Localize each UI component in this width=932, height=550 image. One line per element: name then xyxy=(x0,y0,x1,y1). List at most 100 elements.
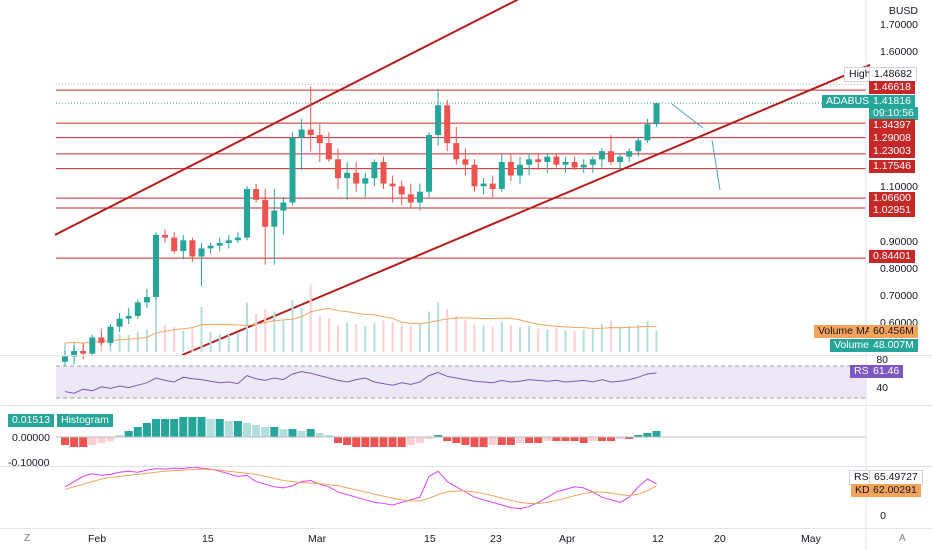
rsi-value: 61.46 xyxy=(869,365,904,378)
candle-body xyxy=(353,172,360,184)
macd-hist-bar xyxy=(142,423,151,437)
candle-body xyxy=(635,140,642,152)
volume-bar xyxy=(218,334,221,352)
volume-bar xyxy=(655,330,658,352)
volume-bar xyxy=(246,302,248,352)
candle-body xyxy=(280,202,287,211)
x-tick-15-mar: 15 xyxy=(424,533,436,545)
candle-body xyxy=(198,248,205,257)
macd-hist-bar xyxy=(343,437,352,445)
pane-divider-rsi[interactable] xyxy=(0,355,932,356)
candle-body xyxy=(389,183,396,187)
candle-body xyxy=(134,302,141,316)
kd-axis-0: 0 xyxy=(880,510,886,522)
x-tick-may: May xyxy=(801,533,821,545)
price-axis-0800: 0.80000 xyxy=(880,263,918,275)
candle-body xyxy=(617,156,624,162)
candle-body xyxy=(480,183,487,187)
volume-bar xyxy=(173,327,176,352)
volume-bar xyxy=(191,328,194,352)
candle-body xyxy=(598,151,605,160)
level-tag-8: 0.84401 xyxy=(869,250,915,263)
auto-scale-icon[interactable]: A xyxy=(899,533,906,544)
candle-body xyxy=(498,162,505,189)
macd-hist-bar xyxy=(70,437,79,447)
macd-hist-bar xyxy=(224,421,233,437)
macd-hist-bar xyxy=(179,417,188,437)
macd-hist-bar xyxy=(88,437,97,445)
volume-bar xyxy=(582,329,585,352)
volume-bar xyxy=(437,302,440,352)
macd-hist-bar xyxy=(133,427,142,437)
macd-hist-bar xyxy=(607,437,615,441)
high-label: High xyxy=(844,67,876,82)
candle-body xyxy=(207,245,214,249)
last-price-tag: 1.41816 xyxy=(869,95,915,108)
candle-body xyxy=(644,124,651,141)
candle-body xyxy=(435,105,442,135)
volume-bar xyxy=(309,284,312,352)
kd-rsi-value: 65.49727 xyxy=(869,470,923,485)
macd-hist-bar xyxy=(124,431,133,437)
candle-body xyxy=(507,162,514,176)
symbol-tag: ADABUSD xyxy=(822,95,881,108)
volume-bar xyxy=(500,321,503,352)
volume-bar xyxy=(519,327,521,352)
candle-body xyxy=(380,162,387,184)
volume-bar xyxy=(509,325,512,352)
candle-body xyxy=(253,189,260,200)
volume-bar xyxy=(355,324,358,352)
macd-hist-bar xyxy=(370,437,379,447)
high-value-tag: 1.48682 xyxy=(869,67,917,82)
macd-hist-bar xyxy=(261,427,270,437)
volume-bar xyxy=(555,327,558,352)
volume-bar xyxy=(428,311,430,352)
volume-bar xyxy=(346,322,349,352)
macd-hist-bar xyxy=(297,431,306,437)
level-tag-7: 1.02951 xyxy=(869,204,915,217)
pane-divider-macd[interactable] xyxy=(0,405,932,406)
macd-hist-bar xyxy=(634,435,643,437)
price-axis-1100: 1.10000 xyxy=(880,181,918,193)
macd-hist-bar xyxy=(570,437,579,441)
volume-bar xyxy=(455,316,458,352)
rsi-axis-80: 80 xyxy=(876,354,888,366)
x-tick-20: 20 xyxy=(714,533,726,545)
pane-divider-kd[interactable] xyxy=(0,466,932,467)
x-tick-15-feb: 15 xyxy=(202,533,214,545)
candle-body xyxy=(653,103,660,125)
macd-hist-bar xyxy=(579,437,588,443)
volume-bar xyxy=(227,334,230,352)
candle-body xyxy=(116,318,123,327)
macd-hist-bar xyxy=(306,429,315,437)
candle-body xyxy=(589,159,596,165)
candle-body xyxy=(444,105,451,144)
volume-bar xyxy=(155,298,157,352)
macd-axis-zero: 0.00000 xyxy=(12,432,50,444)
macd-hist-bar xyxy=(625,437,634,439)
candle-body xyxy=(98,337,105,343)
candle-body xyxy=(517,164,523,176)
macd-hist-bar xyxy=(525,437,534,443)
volume-value: 48.007M xyxy=(869,339,918,352)
candle-body xyxy=(216,243,223,246)
macd-hist-bar xyxy=(552,437,561,441)
candle-body xyxy=(171,237,178,252)
candle-body xyxy=(398,186,405,195)
level-tag-4: 1.23003 xyxy=(869,145,915,158)
volume-bar xyxy=(164,325,167,352)
volume-bar xyxy=(391,322,394,352)
volume-bar xyxy=(282,320,285,352)
macd-hist-bar xyxy=(461,437,470,445)
candle-body xyxy=(189,240,196,257)
macd-hist-bar xyxy=(97,437,106,443)
candle-body xyxy=(180,240,187,252)
x-tick-12: 12 xyxy=(652,533,664,545)
zoom-icon[interactable]: Z xyxy=(24,533,31,544)
volume-bar xyxy=(610,320,612,352)
candle-body xyxy=(553,156,560,165)
candle-body xyxy=(535,159,542,162)
level-tag-3: 1.29008 xyxy=(869,132,915,145)
macd-hist-bar xyxy=(406,437,415,445)
